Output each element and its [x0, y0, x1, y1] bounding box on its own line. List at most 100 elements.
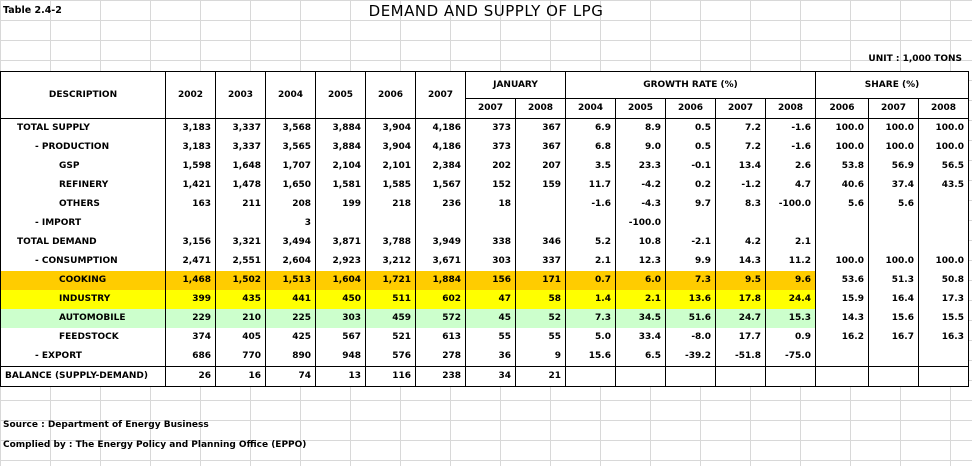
year-value-cell: 1,585 [365, 176, 416, 195]
table-id: Table 2.4-2 [3, 5, 62, 16]
compiled-by-note: Complied by : The Energy Policy and Plan… [3, 440, 307, 450]
growth-rate-cell: 13.6 [665, 290, 716, 309]
year-value-cell [215, 214, 266, 233]
share-cell: 56.9 [868, 157, 919, 176]
growth-rate-cell: -4.2 [615, 176, 666, 195]
share-cell: 53.6 [815, 271, 869, 290]
growth-rate-cell: 15.3 [765, 309, 816, 328]
table-row: REFINERY 1,421 1,478 1,650 1,581 1,585 1,567 15… [0, 176, 969, 195]
year-value-cell: 1,884 [415, 271, 466, 290]
growth-rate-cell: 0.2 [665, 176, 716, 195]
year-value-cell: 602 [415, 290, 466, 309]
share-cell [868, 366, 919, 387]
year-value-cell: 74 [265, 366, 316, 387]
january-value-cell [515, 214, 566, 233]
header-growth-year: 2006 [665, 98, 716, 119]
january-value-cell: 34 [465, 366, 516, 387]
share-cell: 37.4 [868, 176, 919, 195]
header-share-year: 2007 [868, 98, 919, 119]
table-row: OTHERS 163 211 208 199 218 236 18 -1.6 -4.3 9.7 8.3… [0, 195, 969, 214]
year-value-cell: 1,513 [265, 271, 316, 290]
share-cell: 16.2 [815, 328, 869, 347]
year-value-cell: 210 [215, 309, 266, 328]
january-value-cell: 9 [515, 347, 566, 367]
growth-rate-cell [715, 214, 766, 233]
growth-rate-cell: -75.0 [765, 347, 816, 367]
growth-rate-cell [565, 214, 616, 233]
growth-rate-cell: 33.4 [615, 328, 666, 347]
january-value-cell: 18 [465, 195, 516, 214]
january-value-cell: 45 [465, 309, 516, 328]
growth-rate-cell: 10.8 [615, 233, 666, 252]
share-cell [868, 347, 919, 367]
growth-rate-cell [765, 366, 816, 387]
growth-rate-cell: 11.2 [765, 252, 816, 271]
growth-rate-cell: 7.3 [565, 309, 616, 328]
share-cell: 5.6 [815, 195, 869, 214]
header-year: 2005 [315, 71, 366, 119]
header-growth-year: 2007 [715, 98, 766, 119]
january-value-cell: 152 [465, 176, 516, 195]
year-value-cell: 2,551 [215, 252, 266, 271]
year-value-cell: 686 [165, 347, 216, 367]
january-value-cell: 373 [465, 118, 516, 138]
header-january: JANUARY [465, 71, 566, 99]
year-value-cell: 2,101 [365, 157, 416, 176]
header-share: SHARE (%) [815, 71, 969, 99]
header-description: DESCRIPTION [0, 71, 166, 119]
year-value-cell: 13 [315, 366, 366, 387]
growth-rate-cell: 0.7 [565, 271, 616, 290]
growth-rate-cell: 5.0 [565, 328, 616, 347]
year-value-cell: 3,904 [365, 118, 416, 138]
share-cell [815, 233, 869, 252]
year-value-cell: 278 [415, 347, 466, 367]
row-label: TOTAL SUPPLY [0, 118, 166, 138]
table-row: TOTAL DEMAND 3,156 3,321 3,494 3,871 3,788 3,9… [0, 233, 969, 252]
share-cell [815, 366, 869, 387]
year-value-cell: 1,502 [215, 271, 266, 290]
growth-rate-cell: 0.5 [665, 118, 716, 138]
share-cell: 15.9 [815, 290, 869, 309]
growth-rate-cell: 7.2 [715, 138, 766, 157]
share-cell: 100.0 [815, 138, 869, 157]
year-value-cell: 511 [365, 290, 416, 309]
year-value-cell: 229 [165, 309, 216, 328]
growth-rate-cell: 24.4 [765, 290, 816, 309]
share-cell: 100.0 [868, 118, 919, 138]
share-cell: 100.0 [918, 252, 969, 271]
table-row: - PRODUCTION 3,183 3,337 3,565 3,884 3,904 4,1… [0, 138, 969, 157]
growth-rate-cell: -1.6 [765, 138, 816, 157]
share-cell [815, 214, 869, 233]
growth-rate-cell [615, 366, 666, 387]
year-value-cell: 218 [365, 195, 416, 214]
share-cell: 16.7 [868, 328, 919, 347]
header-growth-year: 2008 [765, 98, 816, 119]
growth-rate-cell: 6.9 [565, 118, 616, 138]
year-value-cell: 3,212 [365, 252, 416, 271]
january-value-cell: 367 [515, 138, 566, 157]
growth-rate-cell: 7.2 [715, 118, 766, 138]
header-share-year: 2008 [918, 98, 969, 119]
share-cell [868, 214, 919, 233]
year-value-cell: 225 [265, 309, 316, 328]
header-row-1: DESCRIPTION 2002 2003 2004 2005 2006 200… [0, 71, 969, 119]
year-value-cell: 1,707 [265, 157, 316, 176]
year-value-cell: 521 [365, 328, 416, 347]
share-cell: 100.0 [815, 118, 869, 138]
january-value-cell: 367 [515, 118, 566, 138]
table-row: TOTAL SUPPLY 3,183 3,337 3,568 3,884 3,904 4,1… [0, 118, 969, 138]
year-value-cell: 1,598 [165, 157, 216, 176]
header-year: 2002 [165, 71, 216, 119]
table-row: AUTOMOBILE 229 210 225 303 459 572 45 52 7.3 34.5 5… [0, 309, 969, 328]
year-value-cell: 374 [165, 328, 216, 347]
year-value-cell: 1,468 [165, 271, 216, 290]
january-value-cell: 207 [515, 157, 566, 176]
year-value-cell: 1,581 [315, 176, 366, 195]
year-value-cell: 1,650 [265, 176, 316, 195]
source-note: Source : Department of Energy Business [3, 420, 209, 430]
growth-rate-cell: 9.6 [765, 271, 816, 290]
year-value-cell: 208 [265, 195, 316, 214]
header-year: 2007 [415, 71, 466, 119]
year-value-cell: 4,186 [415, 118, 466, 138]
growth-rate-cell: -39.2 [665, 347, 716, 367]
